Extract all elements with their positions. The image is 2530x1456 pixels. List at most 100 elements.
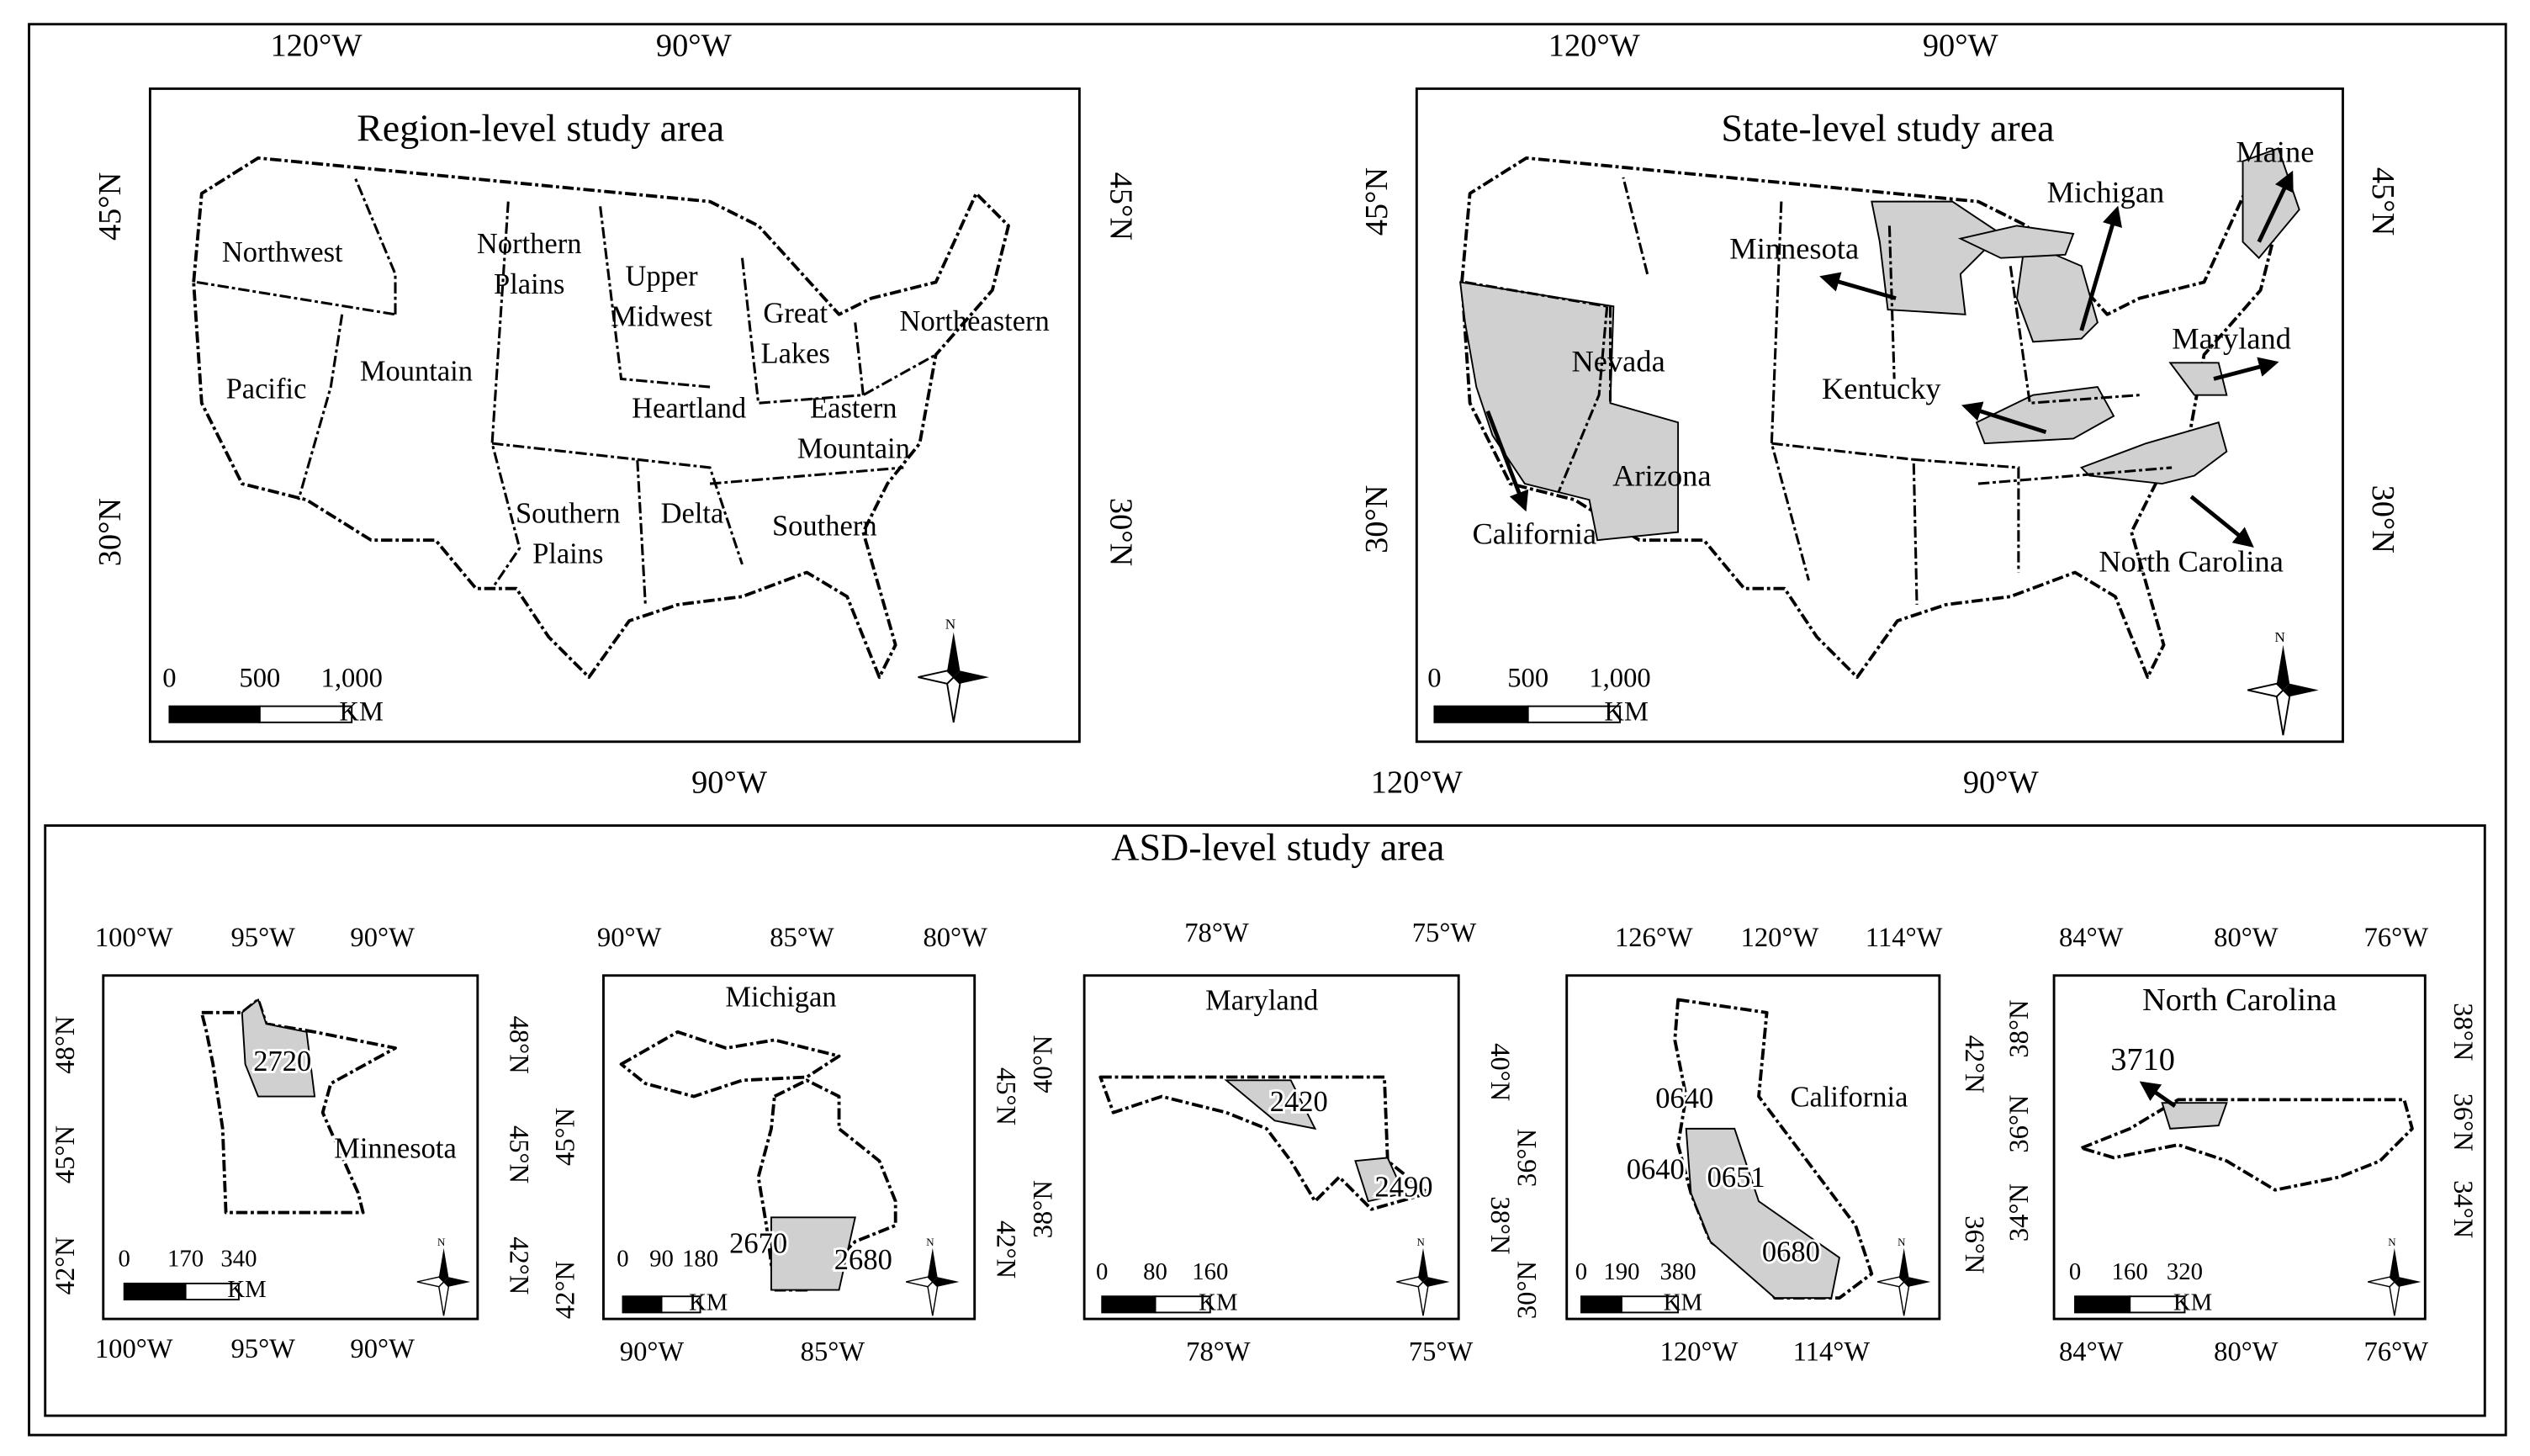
asd-border (44, 824, 2486, 1417)
compass-label: N (1416, 1236, 1425, 1248)
lon-tick-label: 120°W (1371, 765, 1463, 800)
study-asd (770, 1216, 856, 1291)
map-label: North Carolina (2142, 982, 2337, 1018)
compass-star (953, 670, 989, 684)
map-label: 2670 (729, 1228, 787, 1260)
lon-tick-label: 90°W (350, 923, 415, 953)
boundary (1913, 458, 2020, 573)
map-label: North Carolina (2099, 544, 2284, 578)
lat-tick-label: 36°N (2448, 1093, 2478, 1152)
north-arrow: N (2247, 629, 2319, 736)
lat-tick-label: 42°N (50, 1236, 81, 1295)
boundary (740, 257, 937, 405)
study-state (2168, 362, 2228, 396)
map-frame (1082, 974, 1460, 1321)
boundary (599, 206, 711, 389)
pointer-arrow (2257, 170, 2294, 243)
compass-star (1898, 1247, 1909, 1282)
scale-tick-label: 340 (220, 1246, 257, 1273)
compass-star (416, 1276, 445, 1288)
scale-tick-label: 170 (167, 1246, 204, 1273)
lon-tick-label: 95°W (230, 1334, 295, 1364)
lon-tick-label: 76°W (2364, 923, 2429, 953)
north-arrow: N (1876, 1236, 1931, 1316)
boundary (2009, 266, 2140, 405)
map-label: Arizona (1612, 459, 1711, 493)
compass-star (2394, 1277, 2421, 1287)
study-asd (1354, 1157, 1405, 1203)
compass-star (2283, 683, 2319, 697)
scale-tick-label: 1,000 (321, 663, 383, 693)
boundary (353, 177, 397, 315)
compass-star (1423, 1277, 1450, 1287)
pointer-arrow (1819, 272, 1897, 300)
pointer-arrow (2189, 495, 2254, 548)
lon-tick-label: 120°W (1548, 28, 1641, 63)
scale-bar (1101, 1295, 1156, 1314)
lon-tick-label: 90°W (1963, 765, 2040, 800)
lat-tick-label: 40°N (1029, 1035, 1059, 1093)
scale-bar (660, 1295, 701, 1314)
lon-tick-label: 84°W (2059, 923, 2124, 953)
lat-tick-label: 30°N (2365, 485, 2400, 553)
map-title: Region-level study area (357, 107, 724, 150)
compass-label: N (926, 1236, 934, 1248)
lat-tick-label: 42°N (991, 1220, 1021, 1279)
lat-tick-label: 48°N (50, 1016, 81, 1074)
lon-tick-label: 85°W (770, 923, 834, 953)
boundary (1622, 177, 1649, 275)
map-label: 3710 (2110, 1042, 2175, 1077)
lat-tick-label: 45°N (2365, 167, 2400, 236)
scale-tick-label: 0 (1427, 663, 1441, 693)
pointer-arrow (2079, 205, 2123, 331)
map-label: Michigan (2047, 175, 2165, 209)
map-label: Southern (772, 511, 877, 543)
compass-star (2368, 1276, 2395, 1288)
boundary (637, 458, 744, 565)
lon-tick-label: 114°W (1866, 923, 1943, 953)
scale-tick-label: 0 (119, 1246, 130, 1273)
scale-tick-label: 190 (1603, 1258, 1639, 1285)
scale-tick-label: 500 (1507, 663, 1548, 693)
lat-tick-label: 30°N (1512, 1261, 1543, 1319)
map-title: State-level study area (1721, 107, 2054, 150)
study-asd (241, 998, 316, 1098)
study-state (1957, 225, 2075, 259)
map-label: 2720 (253, 1046, 311, 1077)
state-outline (619, 1030, 841, 1099)
compass-star (1903, 1277, 1931, 1287)
lat-tick-label: 45°N (551, 1108, 581, 1166)
lon-tick-label: 80°W (2214, 923, 2279, 953)
study-state (2079, 421, 2228, 485)
map-label: 2420 (1270, 1086, 1328, 1118)
compass-star (2276, 644, 2290, 691)
map-label: 0651 (1707, 1162, 1765, 1194)
asd-title: ASD-level study area (1111, 826, 1444, 869)
boundary (1464, 280, 1607, 308)
scale-bar (622, 1295, 663, 1314)
map-label: California (1473, 517, 1597, 551)
scale-tick-label: 320 (2167, 1258, 2203, 1285)
lat-tick-label: 45°N (1104, 172, 1139, 241)
map-label: Northwest (222, 236, 343, 268)
lon-tick-label: 84°W (2059, 1337, 2124, 1368)
scale-bar (1620, 1295, 1680, 1314)
map-label: Plains (532, 537, 603, 569)
lat-tick-label: 42°N (1959, 1035, 1989, 1093)
scale-bar (168, 705, 261, 723)
lat-tick-label: 42°N (551, 1261, 581, 1319)
lat-tick-label: 38°N (2004, 999, 2035, 1057)
scale-bar (1580, 1295, 1622, 1314)
compass-star (2390, 1247, 2400, 1282)
boundary (490, 201, 521, 590)
lon-tick-label: 90°W (350, 1334, 415, 1364)
compass-label: N (2274, 629, 2285, 645)
lon-tick-label: 90°W (1923, 28, 1999, 63)
map-label: Lakes (761, 338, 830, 370)
lon-tick-label: 95°W (230, 923, 295, 953)
study-asd (1224, 1079, 1317, 1130)
pointer-arrow (2213, 357, 2279, 381)
lon-tick-label: 90°W (597, 923, 662, 953)
pointer-arrow (1485, 410, 1529, 512)
